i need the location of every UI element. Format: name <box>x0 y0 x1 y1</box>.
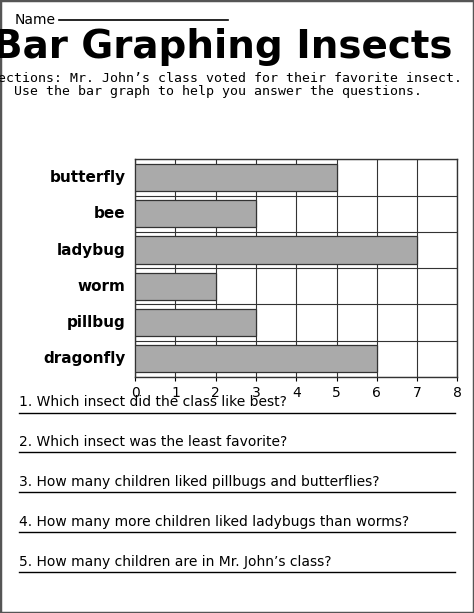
Text: bee: bee <box>94 207 126 221</box>
Text: ladybug: ladybug <box>57 243 126 257</box>
Text: 1. Which insect did the class like best?: 1. Which insect did the class like best? <box>19 395 287 409</box>
Text: 5. How many children are in Mr. John’s class?: 5. How many children are in Mr. John’s c… <box>19 555 331 569</box>
Bar <box>135 237 417 264</box>
Text: 4. How many more children liked ladybugs than worms?: 4. How many more children liked ladybugs… <box>19 515 409 529</box>
Text: butterfly: butterfly <box>49 170 126 185</box>
Text: 2. Which insect was the least favorite?: 2. Which insect was the least favorite? <box>19 435 287 449</box>
Bar <box>135 345 377 373</box>
Text: Name: Name <box>14 13 55 28</box>
Bar <box>135 273 216 300</box>
Text: worm: worm <box>78 279 126 294</box>
Text: Bar Graphing Insects: Bar Graphing Insects <box>0 28 453 66</box>
Text: Directions: Mr. John’s class voted for their favorite insect.: Directions: Mr. John’s class voted for t… <box>0 72 462 85</box>
Text: dragonfly: dragonfly <box>43 351 126 367</box>
Text: Use the bar graph to help you answer the questions.: Use the bar graph to help you answer the… <box>14 85 422 97</box>
Bar <box>135 200 256 227</box>
Text: pillbug: pillbug <box>67 315 126 330</box>
Bar <box>135 309 256 336</box>
Text: 3. How many children liked pillbugs and butterflies?: 3. How many children liked pillbugs and … <box>19 475 380 489</box>
Bar <box>135 164 337 191</box>
